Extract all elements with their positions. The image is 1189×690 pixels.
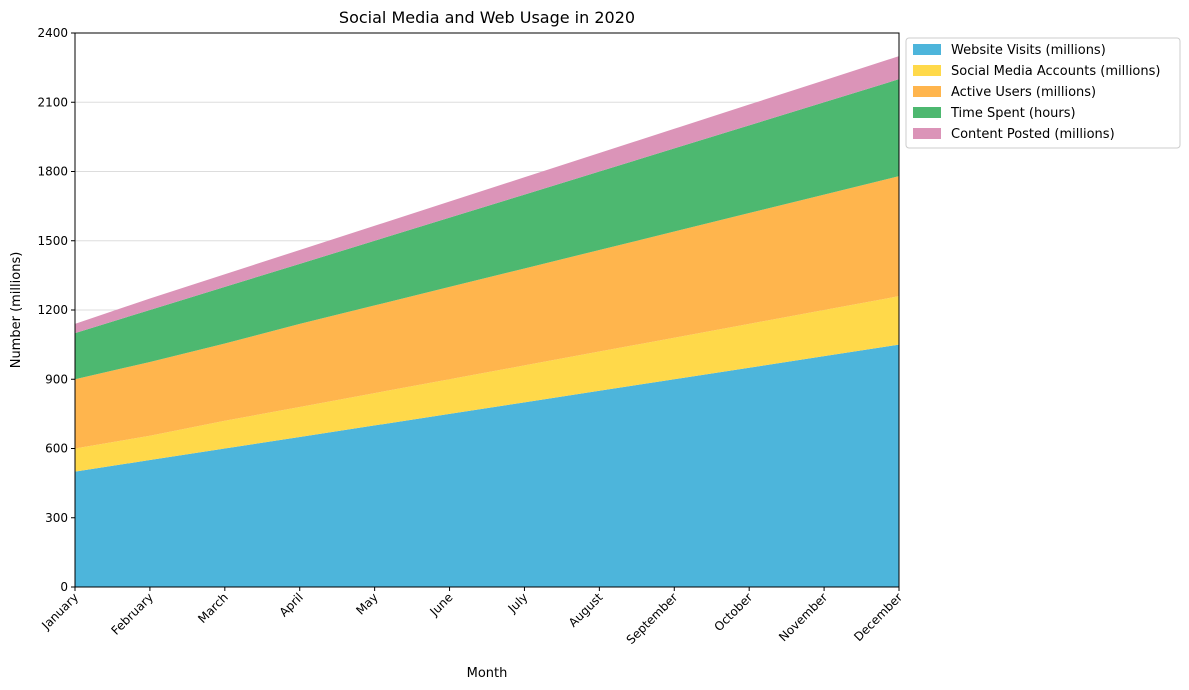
x-tick-label: May — [353, 590, 380, 617]
x-tick-label: December — [851, 590, 905, 644]
legend-label: Active Users (millions) — [951, 85, 1096, 100]
x-tick-label: March — [195, 590, 231, 626]
y-tick-label: 600 — [45, 442, 68, 456]
legend-swatch — [913, 44, 941, 55]
legend-swatch — [913, 65, 941, 76]
legend-swatch — [913, 107, 941, 118]
area-website-visits-millions — [75, 344, 899, 587]
x-tick-label: January — [38, 590, 81, 633]
y-tick-label: 1800 — [37, 165, 68, 179]
area-series — [75, 56, 899, 587]
x-tick-label: November — [776, 590, 830, 644]
y-tick-label: 1200 — [37, 303, 68, 317]
y-tick-label: 1500 — [37, 234, 68, 248]
legend-swatch — [913, 86, 941, 97]
chart-title: Social Media and Web Usage in 2020 — [339, 8, 635, 27]
x-axis-label: Month — [467, 666, 508, 681]
x-tick-label: June — [427, 590, 456, 619]
y-tick-label: 0 — [60, 580, 68, 594]
legend-swatch — [913, 128, 941, 139]
x-tick-label: April — [277, 590, 306, 619]
legend: Website Visits (millions) Social Media Ac… — [905, 37, 1181, 149]
y-tick-label: 2400 — [37, 26, 68, 40]
y-axis: 0 300 600 900 1200 1500 1800 2100 2400 — [37, 26, 75, 594]
x-tick-label: August — [566, 590, 606, 630]
area-active-users-millions — [75, 176, 899, 449]
legend-label: Social Media Accounts (millions) — [951, 64, 1160, 79]
legend-box — [905, 37, 1181, 149]
area-content-posted-millions — [75, 56, 899, 334]
area-social-media-accounts-millions — [75, 296, 899, 472]
area-time-spent-hours — [75, 79, 899, 380]
legend-label: Website Visits (millions) — [951, 43, 1106, 58]
x-tick-label: February — [109, 590, 157, 638]
x-tick-label: July — [505, 590, 531, 616]
legend-label: Time Spent (hours) — [950, 106, 1076, 121]
x-tick-label: September — [624, 590, 681, 647]
x-tick-label: October — [711, 590, 755, 634]
y-tick-label: 2100 — [37, 95, 68, 109]
y-axis-label: Number (millions) — [9, 252, 24, 369]
y-tick-label: 900 — [45, 372, 68, 386]
legend-label: Content Posted (millions) — [951, 127, 1115, 142]
y-tick-label: 300 — [45, 511, 68, 525]
x-axis: January February March April May June July Augu… — [38, 587, 905, 647]
